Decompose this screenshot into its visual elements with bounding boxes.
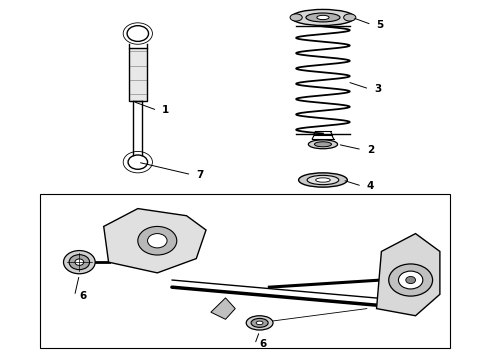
Ellipse shape [69,255,90,270]
Ellipse shape [256,321,263,325]
Ellipse shape [246,316,273,330]
Polygon shape [104,208,206,273]
Ellipse shape [343,14,356,21]
Ellipse shape [251,319,268,327]
Text: 1: 1 [162,105,170,115]
Ellipse shape [306,13,340,22]
Circle shape [398,271,423,289]
Circle shape [406,276,416,284]
Polygon shape [211,298,235,319]
Text: 7: 7 [196,170,204,180]
Text: 3: 3 [374,84,381,94]
Ellipse shape [290,14,302,21]
Text: 6: 6 [79,291,87,301]
Ellipse shape [316,178,330,182]
Ellipse shape [298,173,347,187]
Ellipse shape [291,9,355,26]
Text: 5: 5 [376,19,384,30]
Ellipse shape [317,15,329,19]
Text: 6: 6 [260,339,267,349]
Ellipse shape [64,251,95,274]
Text: 2: 2 [367,145,374,155]
Ellipse shape [315,142,331,147]
Ellipse shape [307,175,339,185]
Circle shape [138,226,177,255]
Ellipse shape [308,140,338,149]
FancyBboxPatch shape [129,48,147,102]
Circle shape [389,264,433,296]
Ellipse shape [75,259,84,265]
Text: 4: 4 [367,181,374,191]
Polygon shape [376,234,440,316]
Circle shape [147,234,167,248]
